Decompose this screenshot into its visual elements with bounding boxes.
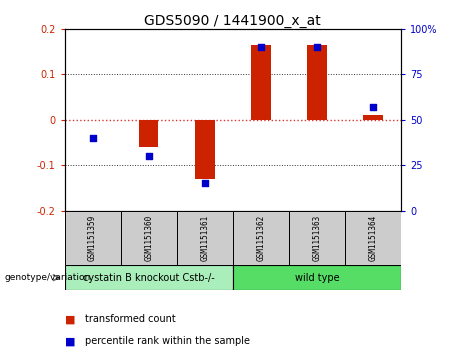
- Text: cystatin B knockout Cstb-/-: cystatin B knockout Cstb-/-: [83, 273, 214, 283]
- Bar: [307, 45, 327, 120]
- Text: ■: ■: [65, 314, 75, 325]
- Point: [89, 135, 96, 141]
- Bar: [251, 45, 271, 120]
- Bar: [345, 211, 401, 265]
- Bar: [363, 115, 383, 120]
- Text: wild type: wild type: [295, 273, 339, 283]
- Text: genotype/variation: genotype/variation: [5, 273, 91, 282]
- Bar: [139, 120, 159, 147]
- Text: ■: ■: [65, 336, 75, 346]
- Bar: [121, 211, 177, 265]
- Text: GSM1151363: GSM1151363: [313, 215, 321, 261]
- Bar: [195, 120, 214, 179]
- Point: [369, 104, 377, 110]
- Point: [257, 44, 265, 50]
- Text: transformed count: transformed count: [85, 314, 176, 325]
- Bar: [233, 265, 401, 290]
- Point: [201, 180, 208, 186]
- Text: GSM1151359: GSM1151359: [88, 215, 97, 261]
- Text: percentile rank within the sample: percentile rank within the sample: [85, 336, 250, 346]
- Point: [313, 44, 321, 50]
- Bar: [65, 211, 121, 265]
- Title: GDS5090 / 1441900_x_at: GDS5090 / 1441900_x_at: [144, 14, 321, 28]
- Bar: [177, 211, 233, 265]
- Text: GSM1151360: GSM1151360: [144, 215, 153, 261]
- Bar: [233, 211, 289, 265]
- Bar: [289, 211, 345, 265]
- Bar: [65, 265, 233, 290]
- Text: GSM1151361: GSM1151361: [200, 215, 209, 261]
- Text: GSM1151362: GSM1151362: [256, 215, 266, 261]
- Text: GSM1151364: GSM1151364: [368, 215, 378, 261]
- Point: [145, 153, 152, 159]
